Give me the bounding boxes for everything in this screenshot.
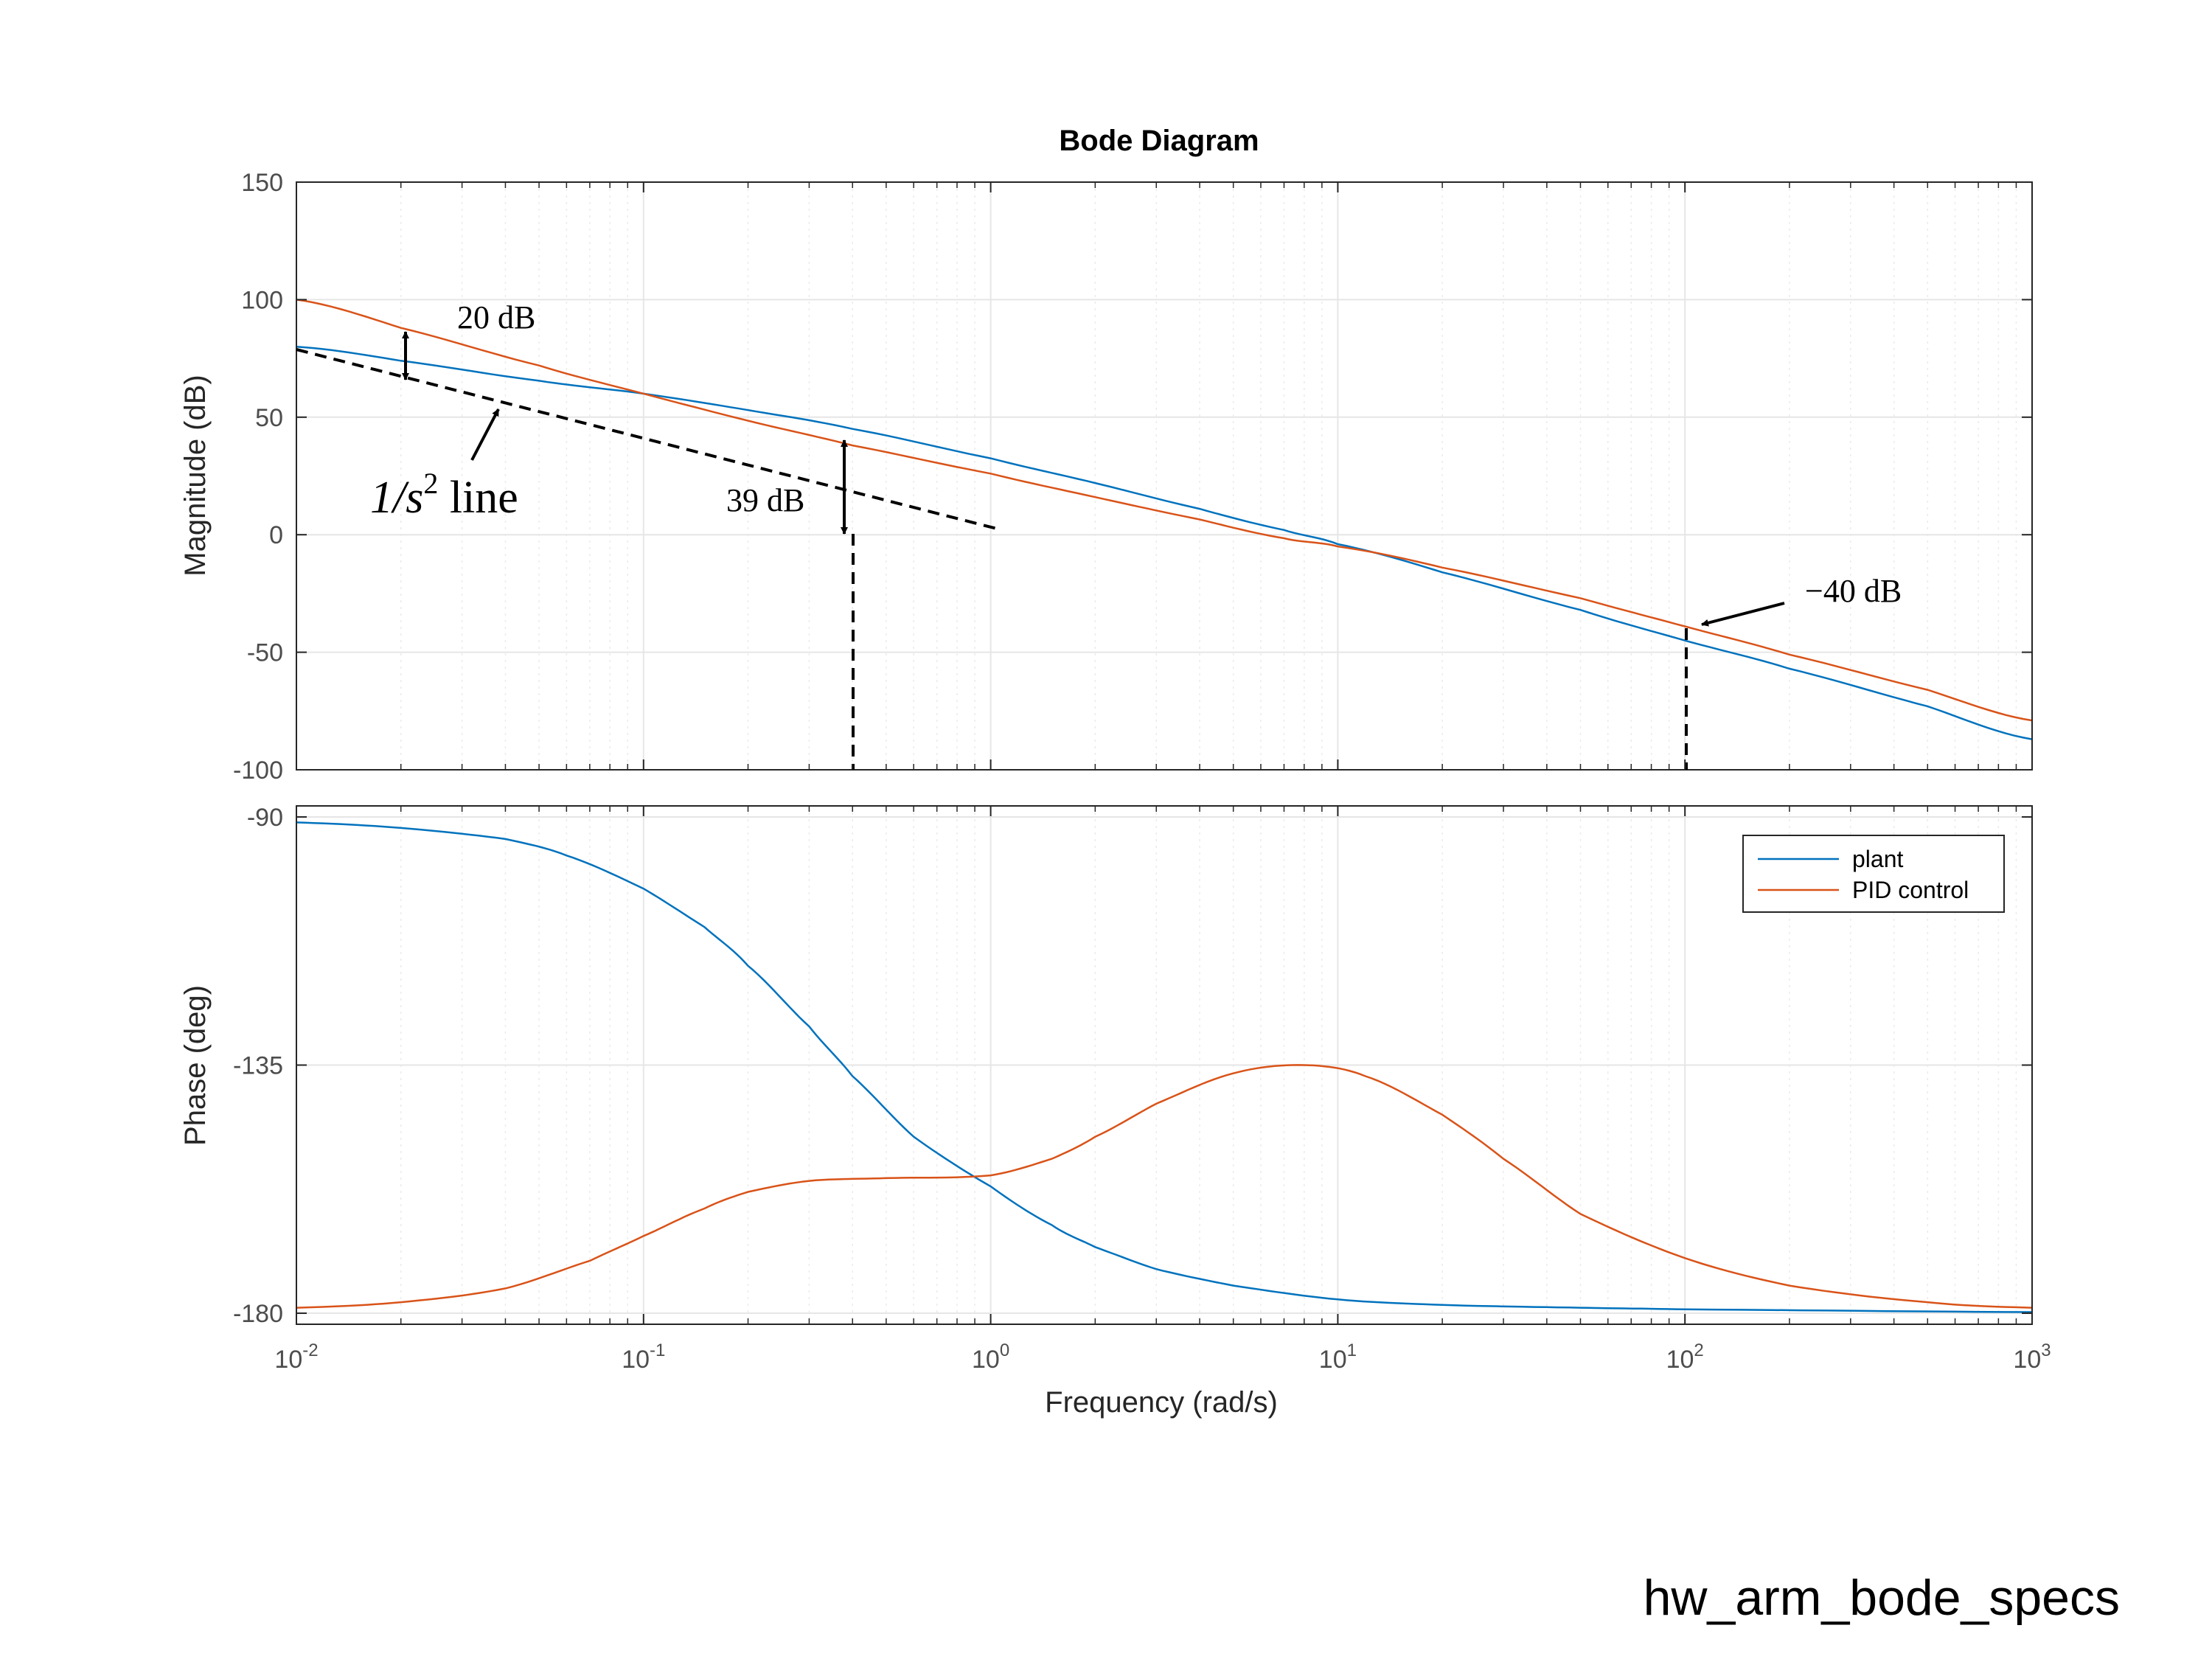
- phase-y-label: Phase (deg): [179, 985, 212, 1146]
- magnitude-series-plant: [296, 345, 2033, 740]
- phase-y-tick-label: -180: [233, 1300, 283, 1328]
- footer-label: hw_arm_bode_specs: [1644, 1570, 2120, 1626]
- chart-title: Bode Diagram: [1059, 125, 1259, 157]
- magnitude-y-tick-label: -50: [247, 639, 283, 667]
- x-tick-label: 10-2: [274, 1340, 318, 1374]
- phase-curves: [296, 821, 2033, 1313]
- magnitude-axes-box: [296, 181, 2033, 771]
- magnitude-y-tick-label: 100: [241, 286, 283, 314]
- phase-y-tick-label: -90: [247, 804, 283, 832]
- magnitude-curves: [296, 299, 2033, 740]
- magnitude-y-label: Magnitude (dB): [179, 375, 212, 576]
- magnitude-y-tick-label: -100: [233, 757, 283, 785]
- phase-y-tick-label: -135: [233, 1052, 283, 1080]
- annotations-magnitude: 20 dB 39 dB −40 dB 1/s2 line: [296, 299, 1902, 770]
- x-tick-label: 102: [1666, 1340, 1704, 1374]
- legend-box: [1742, 835, 2005, 913]
- annotation-minus40db: −40 dB: [1805, 573, 1902, 609]
- phase-series-plant: [296, 821, 2033, 1313]
- x-tick-label: 103: [2013, 1340, 2051, 1374]
- annotation-1-over-s2-line: 1/s2 line: [370, 467, 518, 523]
- magnitude-panel: 150 100 50 0 -50 -100 Magnitude (dB) 20 dB 39…: [179, 169, 2033, 785]
- legend-label-plant: plant: [1852, 846, 1904, 872]
- x-tick-label: 100: [972, 1340, 1009, 1374]
- x-tick-label: 10-1: [622, 1340, 665, 1374]
- phase-panel: -90 -135 -180 10-2 10-1 100 101 102 103 Phase (…: [179, 182, 2051, 1419]
- frequency-x-ticks: 10-2 10-1 100 101 102 103: [274, 182, 2051, 1374]
- arrow-minus40db: [1701, 602, 1785, 627]
- annotation-39db: 39 dB: [726, 482, 804, 518]
- magnitude-y-ticks: 150 100 50 0 -50 -100: [233, 169, 2032, 785]
- magnitude-y-tick-label: 150: [241, 169, 283, 197]
- phase-series-pid-control: [296, 1064, 2033, 1309]
- magnitude-plot-background: [296, 182, 2032, 770]
- legend: plant PID control: [1742, 835, 2005, 913]
- x-axis-label: Frequency (rad/s): [1045, 1386, 1278, 1419]
- legend-label-pid-control: PID control: [1852, 877, 1969, 903]
- magnitude-y-tick-label: 0: [269, 521, 283, 549]
- magnitude-series-pid-control: [296, 299, 2033, 722]
- arrow-1-over-s2: [470, 408, 500, 461]
- phase-y-ticks: -90 -135 -180: [233, 804, 2032, 1328]
- magnitude-y-tick-label: 50: [255, 404, 283, 432]
- annotation-20db: 20 dB: [457, 299, 535, 335]
- x-tick-label: 101: [1319, 1340, 1357, 1374]
- 1-over-s2-asymptote: [296, 348, 998, 530]
